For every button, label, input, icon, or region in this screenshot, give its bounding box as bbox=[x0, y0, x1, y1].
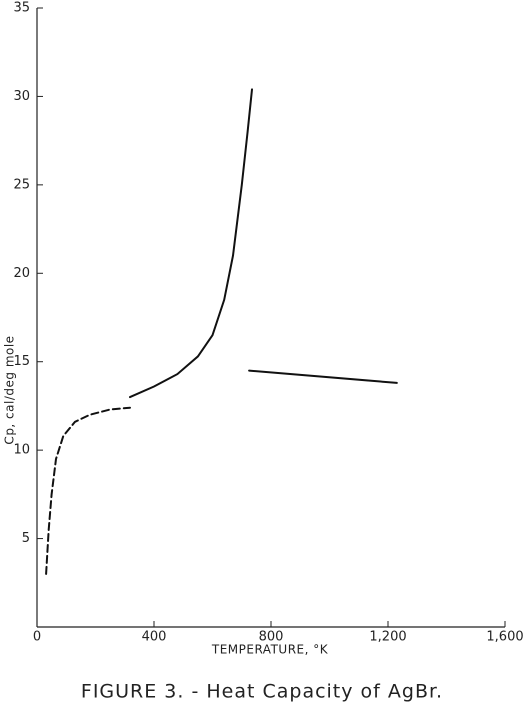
x-tick-label: 0 bbox=[33, 630, 41, 645]
y-axis-title: Cp, cal/deg mole bbox=[3, 335, 17, 444]
x-tick-label: 1,600 bbox=[486, 630, 523, 645]
y-tick-label: 10 bbox=[13, 443, 30, 458]
x-tick-label: 1,200 bbox=[369, 630, 406, 645]
y-tick-label: 20 bbox=[13, 266, 30, 281]
x-axis-title: TEMPERATURE, °K bbox=[211, 643, 329, 657]
figure-caption: FIGURE 3. - Heat Capacity of AgBr. bbox=[81, 681, 443, 703]
x-tick-label: 800 bbox=[259, 630, 284, 645]
data-line bbox=[45, 406, 131, 575]
y-tick-label: 30 bbox=[13, 89, 30, 104]
y-tick-label: 35 bbox=[13, 1, 30, 16]
y-tick-label: 15 bbox=[13, 354, 30, 369]
x-tick-label: 400 bbox=[142, 630, 167, 645]
data-line bbox=[248, 369, 398, 384]
data-line bbox=[129, 88, 253, 399]
y-tick-label: 5 bbox=[22, 531, 30, 546]
y-tick-label: 25 bbox=[13, 177, 30, 192]
